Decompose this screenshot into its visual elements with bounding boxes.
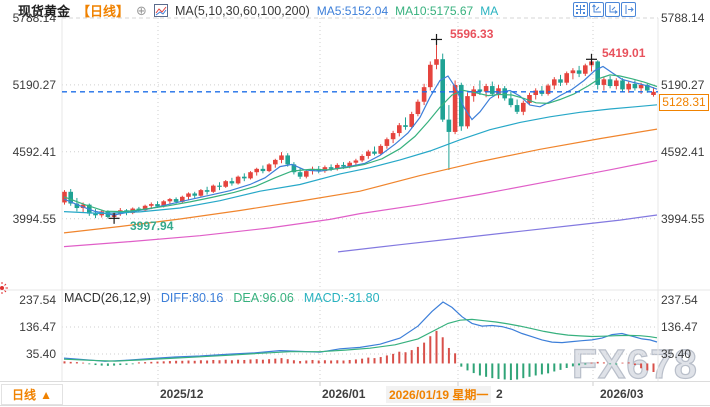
- recent-high-annotation: 5419.01: [602, 46, 646, 60]
- macd-value-label: MACD:-31.80: [303, 291, 380, 305]
- period-tag: 【日线】: [77, 4, 130, 19]
- high-price-annotation: 5596.33: [450, 27, 494, 41]
- diff-value-label: DIFF:80.16: [160, 291, 224, 305]
- ma-settings-label: MA(5,10,30,60,100,200): [174, 3, 310, 18]
- y-axis-label-left: 5190.27: [12, 78, 56, 92]
- macd-axis-label-left: 35.40: [25, 347, 56, 361]
- x-axis-label-jan: 2026/01: [322, 387, 366, 401]
- current-price-badge: 5128.31: [659, 94, 709, 111]
- crosshair-icon[interactable]: [573, 2, 588, 17]
- chart-toolbar: [573, 2, 636, 17]
- x-axis-label-dec: 2025/12: [160, 387, 204, 401]
- macd-header: MACD(26,12,9) DIFF:80.16 DEA:96.06 MACD:…: [64, 291, 380, 305]
- macd-lines: [63, 301, 658, 362]
- macd-histogram: [63, 330, 655, 381]
- ma5-value-label: MA5:5152.04: [316, 3, 389, 18]
- macd-axis-label-right: 237.54: [661, 293, 698, 307]
- y-axis-label-left: 5788.14: [12, 11, 56, 25]
- ma10-value-label: MA10:5175.67: [395, 3, 474, 18]
- macd-axis-label-right: 136.47: [661, 320, 698, 334]
- period-selector-button[interactable]: 日线 ▲: [1, 384, 63, 405]
- y-axis-label-right: 5788.14: [661, 11, 705, 25]
- y-axis-label-right: 5190.27: [661, 78, 705, 92]
- x-axis-label-feb-partial: 2: [496, 387, 503, 401]
- crosshair-date-tooltip: 2026/01/19 星期一: [386, 386, 492, 403]
- macd-axis-label-left: 237.54: [19, 293, 56, 307]
- triangle-up-icon: ▲: [40, 387, 52, 402]
- period-selector-label: 日线: [12, 388, 37, 402]
- alert-icon: [0, 281, 11, 298]
- add-indicator-icon[interactable]: ⊕: [136, 2, 147, 18]
- gridlines: [62, 17, 658, 386]
- ma-lines: [63, 65, 658, 253]
- extreme-markers: [108, 33, 597, 224]
- y-axis-label-right: 4592.41: [661, 145, 705, 159]
- macd-axis-label-right: 35.40: [661, 347, 692, 361]
- macd-axis-label-left: 136.47: [19, 320, 56, 334]
- y-axis-zoom-icon[interactable]: [589, 2, 604, 17]
- panel-borders: [0, 18, 710, 406]
- low-price-annotation: 3997.94: [130, 219, 174, 233]
- y-axis-label-left: 3994.55: [12, 212, 56, 226]
- x-axis-label-mar: 2026/03: [600, 387, 644, 401]
- indicator-chart-icon[interactable]: [153, 4, 168, 17]
- y-axis-label-right: 3994.55: [661, 212, 705, 226]
- pan-right-icon[interactable]: [621, 2, 636, 17]
- dea-value-label: DEA:96.06: [233, 291, 294, 305]
- ma30-value-label: MA: [480, 3, 499, 18]
- y-axis-label-left: 4592.41: [12, 145, 56, 159]
- macd-settings-label: MACD(26,12,9): [64, 291, 151, 305]
- candles: [62, 39, 656, 219]
- symbol-name: 现货黄金: [18, 4, 71, 19]
- chart-header: 现货黄金 【日线】 ⊕ MA(5,10,30,60,100,200) MA5:5…: [18, 1, 498, 20]
- x-axis-zoom-icon[interactable]: [605, 2, 620, 17]
